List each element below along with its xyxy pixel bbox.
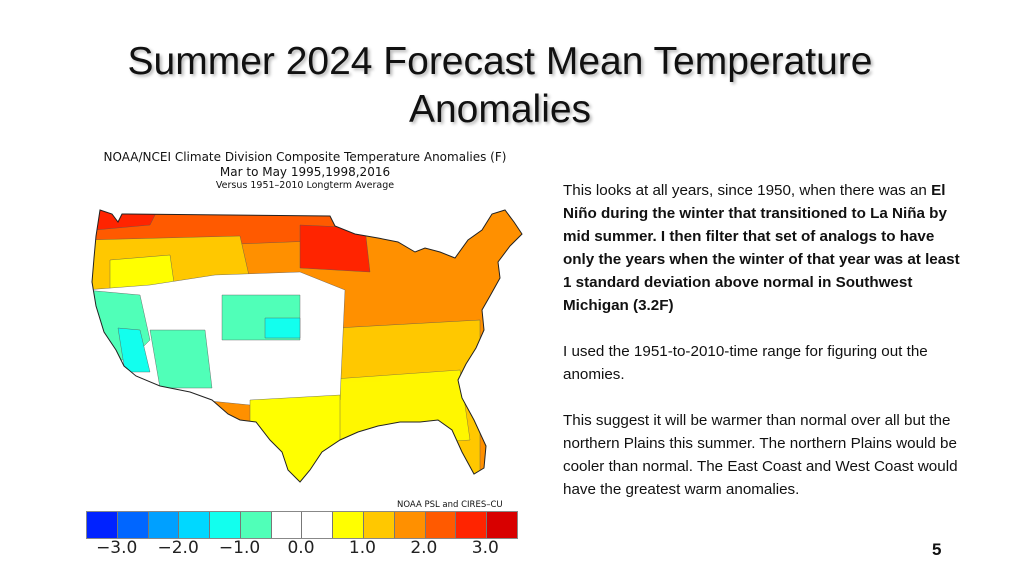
- colorbar-ticks: −3.0 −2.0 −1.0 0.0 1.0 2.0 3.0: [86, 538, 516, 558]
- colorbar-tick-label: −1.0: [218, 538, 261, 558]
- colorbar-cell: [117, 512, 149, 538]
- colorbar-cell: [394, 512, 426, 538]
- colorbar-tick-label: −3.0: [96, 538, 138, 558]
- colorbar-tick-label: 1.0: [348, 538, 376, 558]
- colorbar-cell: [87, 512, 118, 538]
- colorbar-cell: [487, 512, 517, 538]
- paragraph-range: I used the 1951-to-2010-time range for f…: [563, 343, 928, 383]
- paragraph-method-plain: This looks at all years, since 1950, whe…: [563, 182, 932, 199]
- slide-title: Summer 2024 Forecast Mean Temperature An…: [127, 40, 873, 131]
- map-header-line2: Mar to May 1995,1998,2016: [219, 165, 391, 179]
- map-header-line3: Versus 1951–2010 Longterm Average: [215, 180, 395, 191]
- region-arizona-teal: [149, 329, 213, 389]
- colorbar-cell: [456, 512, 488, 538]
- colorbar-cell: [425, 512, 457, 538]
- paragraph-method: This looks at all years, since 1950, whe…: [563, 179, 963, 317]
- colorbar: [86, 511, 518, 539]
- region-minnesota-red: [299, 224, 371, 273]
- colorbar-tick-label: 0.0: [287, 538, 315, 558]
- colorbar-tick-label: 2.0: [410, 538, 438, 558]
- slide-body: This looks at all years, since 1950, whe…: [563, 179, 963, 524]
- temperature-anomaly-map: [91, 209, 523, 483]
- map-header-line1: NOAA/NCEI Climate Division Composite Tem…: [103, 150, 507, 164]
- colorbar-cell: [271, 512, 303, 538]
- colorbar-cell: [364, 512, 395, 538]
- colorbar-tick-label: −2.0: [157, 538, 199, 558]
- paragraph-conclusion: This suggest it will be warmer than norm…: [563, 412, 958, 498]
- colorbar-cell: [240, 512, 272, 538]
- us-outline: [91, 209, 523, 483]
- colorbar-cell: [210, 512, 241, 538]
- colorbar-cell: [179, 512, 211, 538]
- region-texas-yellow: [249, 394, 341, 482]
- colorbar-tick-label: 3.0: [471, 538, 499, 558]
- page-number: 5: [932, 540, 942, 559]
- colorbar-cell: [148, 512, 180, 538]
- colorbar-cell: [302, 512, 334, 538]
- map-credit: NOAA PSL and CIRES–CU: [397, 500, 503, 510]
- map-header: NOAA/NCEI Climate Division Composite Tem…: [85, 150, 525, 192]
- region-socal-cyan: [117, 327, 151, 373]
- colorbar-cell: [333, 512, 365, 538]
- paragraph-method-bold: El Niño during the winter that transitio…: [563, 182, 960, 314]
- region-colorado-cyan: [264, 317, 301, 339]
- region-gulf-yellow: [319, 369, 471, 451]
